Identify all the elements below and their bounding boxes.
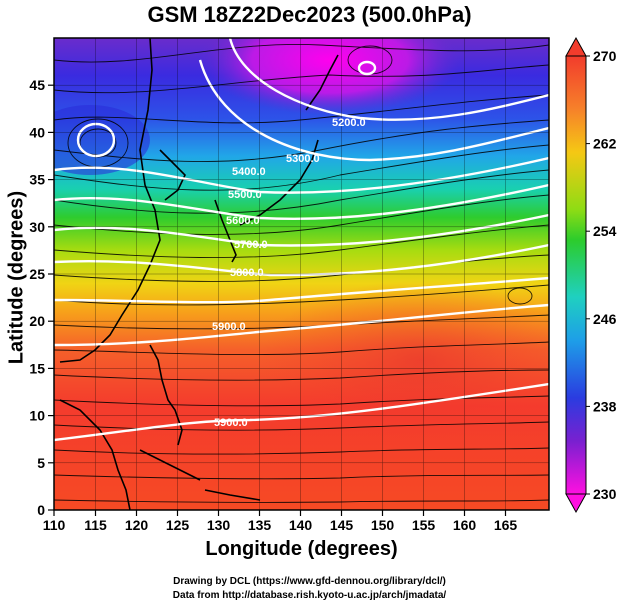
colorbar-tick-label: 238 (593, 398, 617, 414)
x-tick-label: 115 (84, 517, 107, 533)
y-tick-label: 0 (37, 502, 45, 518)
contour-label: 5700.0 (234, 239, 268, 251)
y-tick-label: 15 (29, 360, 45, 376)
y-tick-label: 5 (37, 455, 45, 471)
y-tick-labels: 0 5 10 15 20 25 30 35 40 45 (29, 77, 45, 518)
colorbar-scale (565, 55, 587, 495)
map-title: GSM 18Z22Dec2023 (500.0hPa) (147, 2, 472, 27)
x-tick-label: 130 (207, 517, 231, 533)
x-tick-label: 150 (371, 517, 395, 533)
contour-label: 5300.0 (286, 153, 320, 165)
y-tick-label: 35 (29, 172, 45, 188)
x-tick-label: 120 (125, 517, 149, 533)
colorbar-bottom-arrow (565, 493, 587, 514)
y-tick-label: 30 (29, 219, 45, 235)
contour-label: 5200.0 (332, 117, 366, 129)
x-tick-label: 135 (248, 517, 272, 533)
x-tick-label: 160 (453, 517, 477, 533)
data-credit: Data from http://database.rish.kyoto-u.a… (172, 590, 447, 601)
colorbar-tick-label: 230 (593, 486, 617, 502)
colorbar-tick-label: 246 (593, 311, 617, 327)
wind-streamlines (54, 44, 549, 503)
colorbar: 270 262 254 246 238 230 (565, 36, 617, 514)
y-tick-label: 25 (29, 266, 45, 282)
x-tick-label: 145 (330, 517, 354, 533)
x-tick-label: 110 (43, 517, 66, 533)
y-tick-label: 10 (29, 408, 45, 424)
contour-label: 5900.0 (214, 417, 248, 429)
x-tick-label: 125 (166, 517, 190, 533)
height-contours (54, 38, 549, 442)
x-tick-label: 165 (494, 517, 518, 533)
y-tick-label: 20 (29, 313, 45, 329)
cold-core (200, 38, 460, 115)
x-tick-label: 140 (289, 517, 313, 533)
warm-region (260, 280, 549, 440)
contour-label: 5500.0 (228, 189, 262, 201)
contour-label: 5900.0 (212, 321, 246, 333)
axis-ticks (48, 84, 507, 516)
colorbar-tick-label: 262 (593, 136, 617, 152)
colorbar-tick-label: 254 (593, 223, 617, 239)
y-tick-label: 45 (29, 77, 45, 93)
contour-label: 5400.0 (232, 166, 266, 178)
contour-label: 5800.0 (230, 267, 264, 279)
x-tick-label: 155 (412, 517, 436, 533)
x-tick-labels: 110 115 120 125 130 135 140 145 150 155 … (43, 517, 518, 533)
cold-pocket-west (54, 105, 150, 175)
y-tick-label: 40 (29, 124, 45, 140)
x-axis-label: Longitude (degrees) (205, 538, 398, 560)
colorbar-tick-label: 270 (593, 48, 617, 64)
lat-lon-grid (54, 38, 549, 510)
drawing-credit: Drawing by DCL (https://www.gfd-dennou.o… (173, 576, 446, 587)
contour-label: 5600.0 (226, 215, 260, 227)
colorbar-top-arrow (565, 36, 587, 57)
